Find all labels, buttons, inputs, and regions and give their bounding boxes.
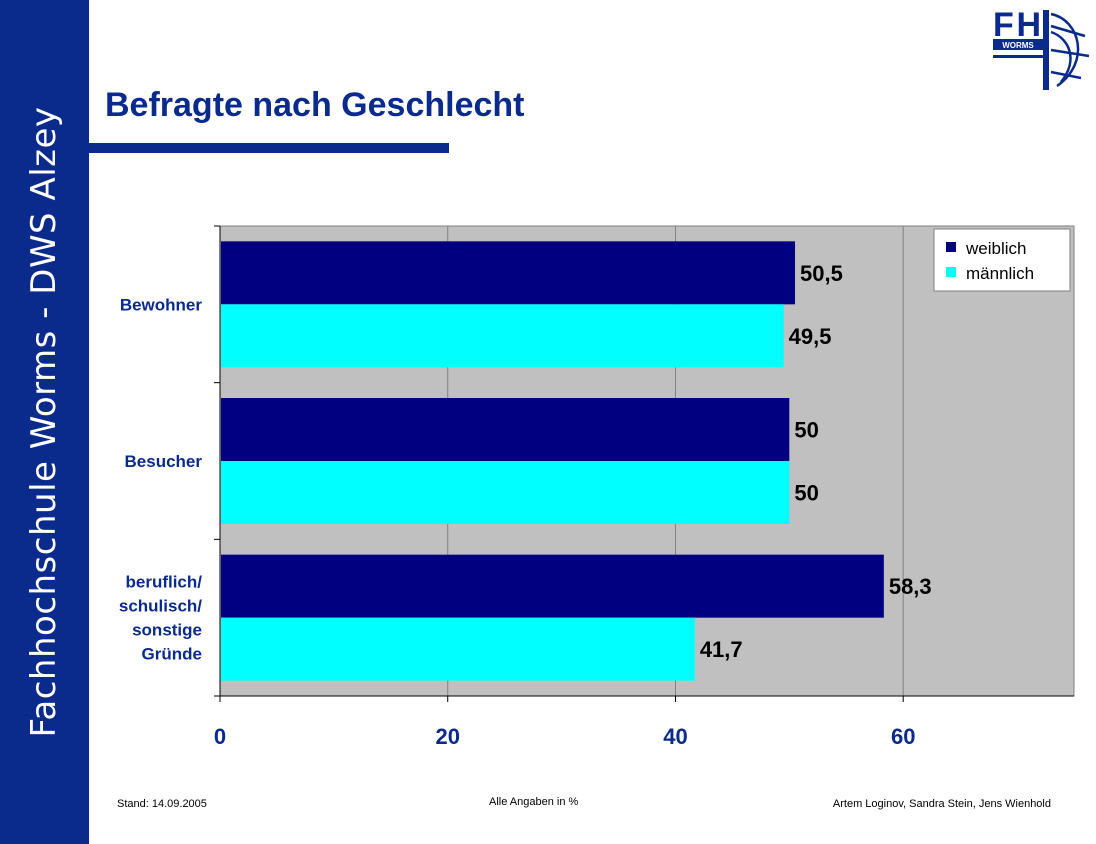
- logo-line: [993, 55, 1043, 58]
- x-tick-label: 20: [435, 724, 459, 749]
- bar-weiblich-2: [221, 554, 884, 618]
- x-tick-label: 60: [891, 724, 915, 749]
- axes: [214, 225, 1074, 702]
- bar-männlich-0: [221, 304, 784, 368]
- bars: 50,5 49,5 50 50 58,3 41,7: [221, 241, 932, 681]
- bar-männlich-1: [221, 461, 790, 524]
- legend-swatch-maennlich: [946, 267, 956, 277]
- title-underline: [89, 143, 449, 153]
- legend-label-maennlich: männlich: [966, 264, 1034, 283]
- x-tick-label: 0: [214, 724, 226, 749]
- legend-box: [933, 228, 1071, 292]
- bar-weiblich-0: [221, 241, 796, 305]
- sidebar: Fachhochschule Worms - DWS Alzey: [0, 0, 89, 844]
- y-axis-labels: Bewohner Besucher beruflich/schulisch/sons…: [119, 295, 203, 663]
- logo-subtext: WORMS: [1002, 41, 1034, 50]
- page-title: Befragte nach Geschlecht: [105, 86, 525, 124]
- globe-icon: [1050, 12, 1090, 88]
- data-label: 50: [794, 418, 818, 443]
- legend-swatch-weiblich: [946, 242, 956, 252]
- footer-note: Alle Angaben in %: [489, 796, 579, 808]
- logo-text: FH: [993, 6, 1041, 44]
- legend: weiblich männlich: [933, 228, 1071, 292]
- data-label: 49,5: [789, 324, 832, 349]
- fh-worms-logo: FH WORMS: [993, 6, 1090, 90]
- category-label: Bewohner: [120, 295, 203, 314]
- data-label: 50,5: [800, 261, 843, 286]
- logo-band: [993, 39, 1043, 50]
- bar-männlich-2: [221, 617, 695, 681]
- x-tick-label: 40: [663, 724, 687, 749]
- bar-weiblich-1: [221, 398, 790, 461]
- data-label: 41,7: [700, 637, 743, 662]
- category-label: Besucher: [125, 452, 203, 471]
- category-label: beruflich/schulisch/sonstige Gründe: [119, 573, 202, 664]
- data-label: 58,3: [889, 574, 932, 599]
- footer-date: Stand: 14.09.2005: [117, 798, 207, 810]
- data-label: 50: [794, 481, 818, 506]
- x-axis-labels: 0 20 40 60: [214, 724, 916, 749]
- logo-bar: [1043, 10, 1049, 90]
- legend-label-weiblich: weiblich: [965, 239, 1026, 258]
- footer-authors: Artem Loginov, Sandra Stein, Jens Wienho…: [832, 798, 1051, 810]
